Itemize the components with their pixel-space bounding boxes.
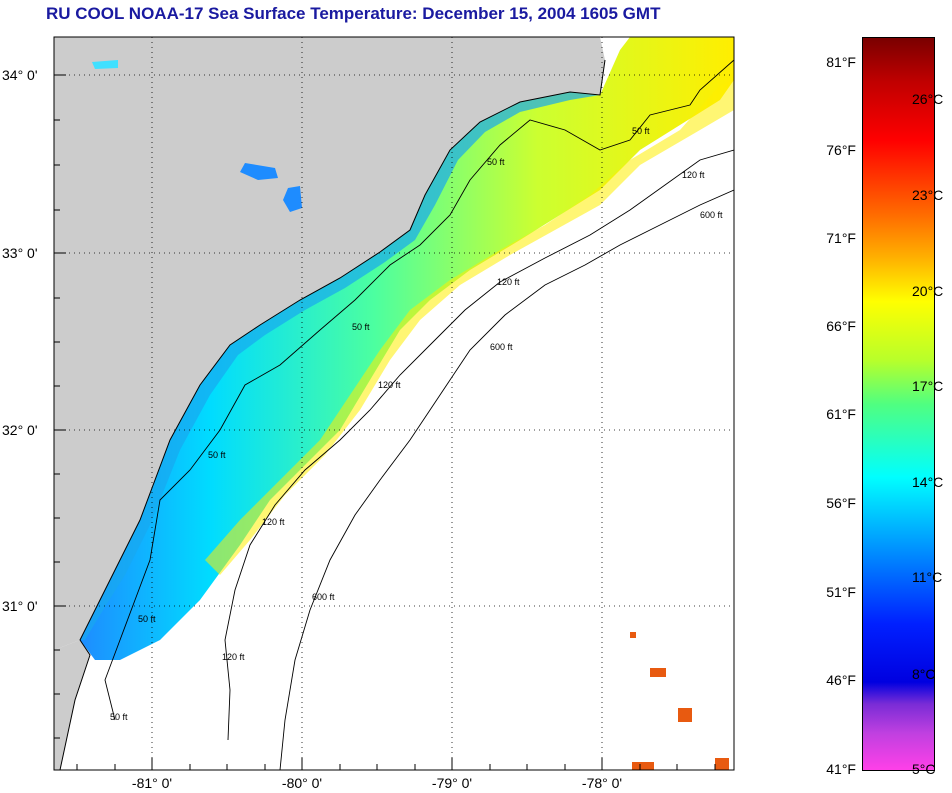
graticule [54,37,734,770]
contour-label-50ft: 50 ft [110,712,128,722]
colorbar-label-f: 71°F [826,230,856,246]
temperature-colorbar [862,37,935,771]
lon-label-81: -81° 0' [132,775,172,791]
coastline [59,59,606,770]
colorbar-label-c: 23°C [912,187,944,203]
lat-label-31: 31° 0' [2,598,38,614]
contour-label-600ft: 600 ft [700,210,723,220]
colorbar-label-c: 20°C [912,283,944,299]
contour-label-50ft: 50 ft [208,450,226,460]
contour-label-600ft: 600 ft [490,342,513,352]
colorbar-label-f: 81°F [826,54,856,70]
contour-label-600ft: 600 ft [312,592,335,602]
warm-patch [678,708,692,722]
axis-ticks [54,74,716,770]
map-title: RU COOL NOAA-17 Sea Surface Temperature:… [46,4,661,23]
colorbar-label-f: 46°F [826,672,856,688]
lon-label-80: -80° 0' [282,775,322,791]
contour-600ft [279,189,734,770]
contour-label-50ft: 50 ft [487,157,505,167]
warm-patch [715,758,729,770]
colorbar-label-f: 56°F [826,495,856,511]
contour-50ft [104,59,734,721]
contour-label-120ft: 120 ft [262,517,285,527]
lon-label-78: -78° 0' [582,775,622,791]
warm-patch [632,762,654,770]
warm-patch [650,668,666,677]
colorbar-label-f: 51°F [826,584,856,600]
contour-label-50ft: 50 ft [138,614,156,624]
land-area-south [54,640,90,770]
contour-label-50ft: 50 ft [632,126,650,136]
colorbar-label-f: 66°F [826,318,856,334]
contour-label-50ft: 50 ft [352,322,370,332]
colorbar-label-f: 76°F [826,142,856,158]
lon-label-79: -79° 0' [432,775,472,791]
inland-lake [92,60,118,69]
colorbar-label-f: 41°F [826,761,856,777]
lat-label-34: 34° 0' [2,67,38,83]
contour-label-120ft: 120 ft [497,277,520,287]
colorbar-label-c: 5°C [912,761,936,777]
warm-patch [630,632,636,638]
contour-label-120ft: 120 ft [378,380,401,390]
colorbar-label-c: 14°C [912,474,944,490]
land-area [54,37,605,650]
colorbar-label-c: 26°C [912,91,944,107]
contour-label-120ft: 120 ft [682,170,705,180]
map-frame [53,36,735,771]
sst-swath [80,37,734,660]
sst-warm-band [205,80,734,575]
colorbar-label-c: 11°C [912,569,943,585]
colorbar-label-c: 17°C [912,378,944,394]
inland-lake [240,163,278,180]
colorbar-label-c: 8°C [912,666,936,682]
contour-label-120ft: 120 ft [222,652,245,662]
lat-label-32: 32° 0' [2,422,38,438]
inland-lake [283,186,302,212]
colorbar-label-f: 61°F [826,406,856,422]
contour-120ft [224,149,734,741]
lat-label-33: 33° 0' [2,245,38,261]
